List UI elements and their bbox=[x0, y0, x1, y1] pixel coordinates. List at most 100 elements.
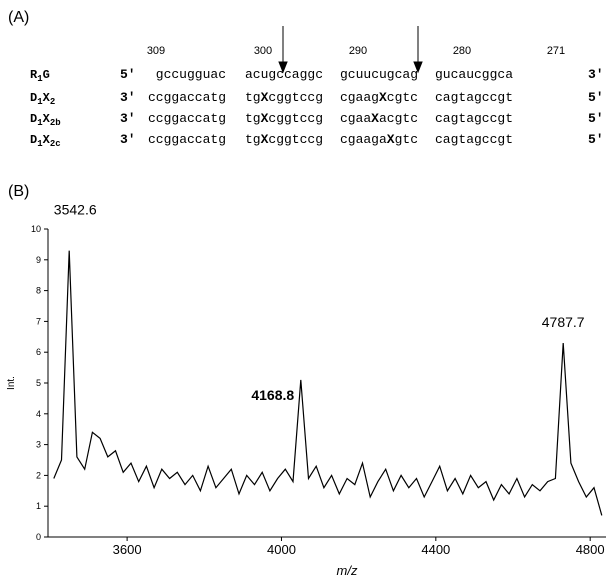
modified-base: X bbox=[261, 90, 269, 105]
bases: gcuucugcag bbox=[340, 67, 418, 82]
bases: cgaag bbox=[340, 90, 379, 105]
sequence-group: cgaaXacgtc bbox=[340, 111, 418, 126]
x-tick-label: 4800 bbox=[576, 542, 605, 557]
sequence-group: cgaagXcgtc bbox=[340, 90, 418, 105]
position-number: 290 bbox=[349, 45, 367, 57]
bases: ccggaccatg bbox=[148, 132, 226, 147]
sequence-group: gcuucugcag bbox=[340, 67, 418, 82]
name-part: X bbox=[43, 91, 51, 105]
name-part: 1 bbox=[37, 74, 43, 84]
spectrum-line bbox=[53, 250, 603, 516]
position-number: 271 bbox=[547, 45, 565, 57]
y-tick-label: 7 bbox=[36, 316, 41, 326]
panel-label: (A) bbox=[8, 9, 29, 26]
name-part: X bbox=[43, 112, 51, 126]
strand-name: D1X2b bbox=[30, 112, 61, 128]
position-number: 280 bbox=[453, 45, 471, 57]
strand-name: R1G bbox=[30, 68, 50, 84]
name-part: 2b bbox=[50, 118, 61, 128]
bases: gccugguac bbox=[156, 67, 226, 82]
y-tick-label: 10 bbox=[31, 224, 41, 234]
bases: gucaucggca bbox=[435, 67, 513, 82]
sequence-group: tgXcggtccg bbox=[245, 90, 323, 105]
name-part: D bbox=[30, 133, 37, 147]
sequence-group: ccggaccatg bbox=[148, 132, 226, 147]
sequence-group: cagtagccgt bbox=[435, 90, 513, 105]
peak-label: 4787.7 bbox=[542, 314, 585, 330]
y-axis-label: Int. bbox=[6, 376, 17, 390]
name-part: 1 bbox=[37, 118, 43, 128]
sequence-group: tgXcggtccg bbox=[245, 132, 323, 147]
y-tick-label: 8 bbox=[36, 286, 41, 296]
arrow-head bbox=[278, 61, 288, 74]
y-tick-label: 9 bbox=[36, 255, 41, 265]
name-part: D bbox=[30, 112, 37, 126]
strand-end: 3' bbox=[120, 90, 136, 105]
bases: cgaaga bbox=[340, 132, 387, 147]
bases: tg bbox=[245, 111, 261, 126]
bases: acgtc bbox=[379, 111, 418, 126]
sequence-group: tgXcggtccg bbox=[245, 111, 323, 126]
bases: cggtccg bbox=[268, 111, 323, 126]
modified-base: X bbox=[387, 132, 395, 147]
bases: gtc bbox=[395, 132, 418, 147]
arrow-head bbox=[413, 61, 423, 74]
y-tick-label: 1 bbox=[36, 501, 41, 511]
name-part: 1 bbox=[37, 97, 43, 107]
strand-end: 5' bbox=[120, 67, 136, 82]
name-part: D bbox=[30, 91, 37, 105]
bases: ccggaccatg bbox=[148, 90, 226, 105]
bases: cagtagccgt bbox=[435, 132, 513, 147]
name-part: 2 bbox=[50, 97, 55, 107]
x-tick-label: 4400 bbox=[421, 542, 450, 557]
strand-end: 3' bbox=[588, 67, 604, 82]
bases: cagtagccgt bbox=[435, 90, 513, 105]
bases: cggtccg bbox=[268, 90, 323, 105]
strand-end: 5' bbox=[588, 90, 604, 105]
x-tick-label: 4000 bbox=[267, 542, 296, 557]
position-number: 300 bbox=[254, 45, 272, 57]
sequence-group: acugccaggc bbox=[245, 67, 323, 82]
sequence-group: cagtagccgt bbox=[435, 132, 513, 147]
x-tick-label: 3600 bbox=[113, 542, 142, 557]
bases: tg bbox=[245, 90, 261, 105]
bases: tg bbox=[245, 132, 261, 147]
modified-base: X bbox=[261, 111, 269, 126]
peak-label: 3542.6 bbox=[54, 202, 97, 218]
bases: ccggaccatg bbox=[148, 111, 226, 126]
y-tick-label: 3 bbox=[36, 440, 41, 450]
sequence-group: ccggaccatg bbox=[148, 111, 226, 126]
x-axis-label: m/z bbox=[337, 563, 358, 578]
modified-base: X bbox=[379, 90, 387, 105]
sequence-group: cgaagaXgtc bbox=[340, 132, 418, 147]
arrows bbox=[278, 26, 423, 74]
strand-name: D1X2 bbox=[30, 91, 55, 107]
y-tick-label: 6 bbox=[36, 347, 41, 357]
modified-base: X bbox=[261, 132, 269, 147]
name-part: G bbox=[43, 68, 50, 82]
strand-end: 3' bbox=[120, 132, 136, 147]
name-part: 2c bbox=[50, 139, 61, 149]
name-part: X bbox=[43, 133, 51, 147]
sequence-group: cagtagccgt bbox=[435, 111, 513, 126]
position-number: 309 bbox=[147, 45, 165, 57]
strand-end: 5' bbox=[588, 132, 604, 147]
sequence-group: gucaucggca bbox=[435, 67, 513, 82]
y-tick-label: 0 bbox=[36, 532, 41, 542]
bases: cgaa bbox=[340, 111, 371, 126]
bases: cggtccg bbox=[268, 132, 323, 147]
name-part: R bbox=[30, 68, 38, 82]
bases: cagtagccgt bbox=[435, 111, 513, 126]
y-tick-label: 2 bbox=[36, 470, 41, 480]
sequence-group: gccugguac bbox=[156, 67, 226, 82]
peak-label: 4168.8 bbox=[251, 387, 294, 403]
bases: acugccaggc bbox=[245, 67, 323, 82]
strand-name: D1X2c bbox=[30, 133, 61, 149]
name-part: 1 bbox=[37, 139, 43, 149]
sequence-group: ccggaccatg bbox=[148, 90, 226, 105]
y-tick-label: 4 bbox=[36, 409, 41, 419]
bases: cgtc bbox=[387, 90, 418, 105]
panel-label: (B) bbox=[8, 183, 29, 200]
modified-base: X bbox=[371, 111, 379, 126]
